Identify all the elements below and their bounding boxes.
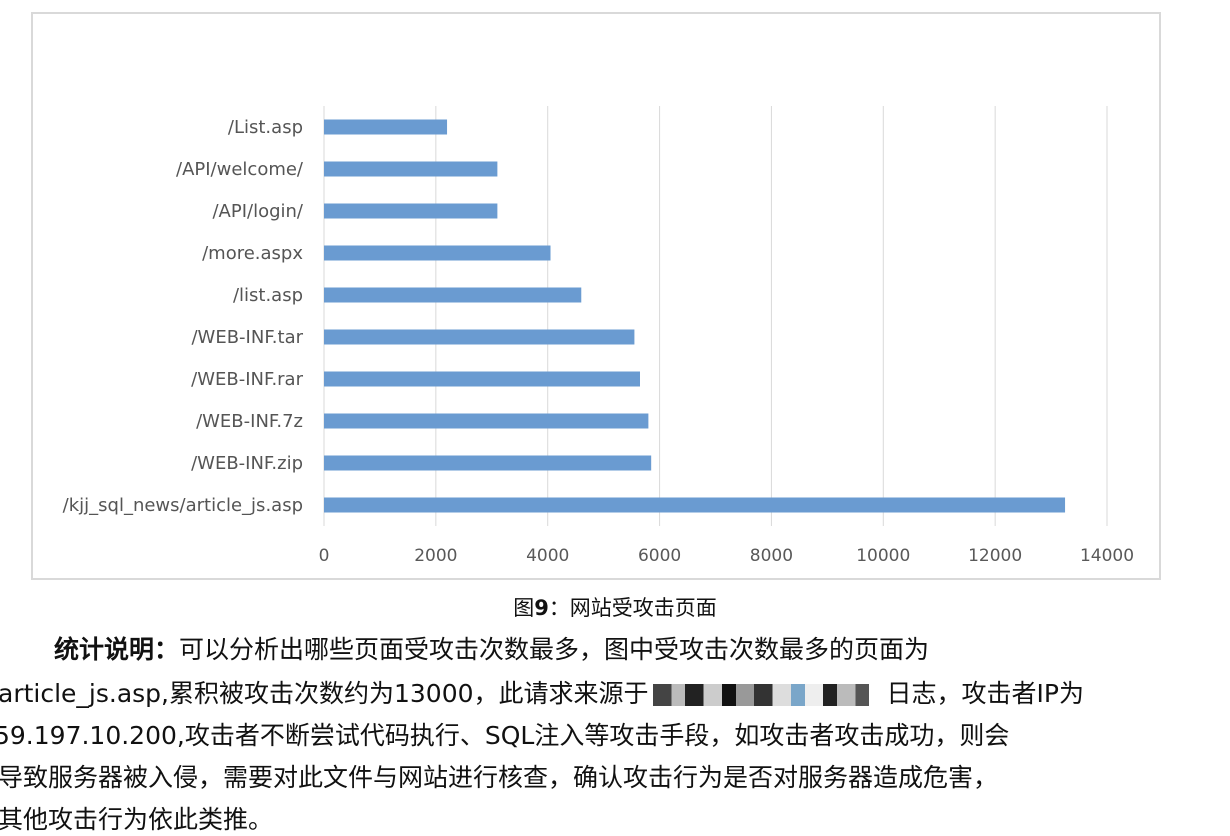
- category-label: /API/login/: [212, 201, 303, 222]
- category-label: /WEB-INF.tar: [191, 327, 303, 348]
- paragraph-line-3: 59.197.10.200,攻击者不断尝试代码执行、SQL注入等攻击手段，如攻击…: [0, 721, 1010, 750]
- x-tick-label: 10000: [856, 546, 910, 566]
- category-label: /more.aspx: [202, 243, 303, 264]
- bar-chart: 0 2000 4000 6000 8000 10000 12000 14000/List.as…: [63, 106, 1134, 566]
- x-tick-label: 6000: [638, 546, 681, 566]
- x-tick-label: 0: [319, 546, 330, 566]
- category-label: /List.asp: [228, 117, 303, 138]
- category-label: /WEB-INF.zip: [191, 453, 303, 474]
- figure-caption: 图9：网站受攻击页面: [0, 592, 1230, 622]
- x-tick-label: 8000: [750, 546, 793, 566]
- chart-frame: 0 2000 4000 6000 8000 10000 12000 14000/List.as…: [31, 12, 1161, 580]
- bar: [324, 287, 582, 303]
- bar: [324, 497, 1066, 513]
- bar: [324, 455, 652, 471]
- bar: [324, 245, 551, 261]
- paragraph-line-2-before: article_js.asp,累积被攻击次数约为13000，此请求来源于: [0, 679, 649, 708]
- category-label: /WEB-INF.rar: [191, 369, 303, 390]
- caption-number: 9: [534, 596, 549, 620]
- bar: [324, 413, 649, 429]
- x-tick-label: 4000: [526, 546, 569, 566]
- redacted-block: [652, 684, 883, 706]
- category-label: /kjj_sql_news/article_js.asp: [63, 495, 303, 516]
- paragraph-lead: 统计说明：: [54, 635, 180, 664]
- caption-prefix: 图: [513, 596, 535, 620]
- x-tick-label: 12000: [968, 546, 1022, 566]
- category-label: /list.asp: [233, 285, 303, 306]
- paragraph-line-5: 其他攻击行为依此类推。: [0, 805, 274, 834]
- paragraph-line-2: article_js.asp,累积被攻击次数约为13000，此请求来源于 日志，攻…: [0, 674, 1084, 710]
- x-tick-label: 2000: [414, 546, 457, 566]
- bar: [324, 371, 640, 387]
- category-label: /API/welcome/: [176, 159, 304, 180]
- paragraph-line-4: 导致服务器被入侵，需要对此文件与网站进行核查，确认攻击行为是否对服务器造成危害，: [0, 763, 999, 792]
- category-label: /WEB-INF.7z: [196, 411, 303, 432]
- bar: [324, 161, 498, 177]
- paragraph-line-1-text: 可以分析出哪些页面受攻击次数最多，图中受攻击次数最多的页面为: [179, 635, 930, 664]
- x-tick-label: 14000: [1080, 546, 1134, 566]
- bar: [324, 119, 448, 135]
- paragraph-line-1: 统计说明：可以分析出哪些页面受攻击次数最多，图中受攻击次数最多的页面为: [54, 630, 929, 666]
- bar: [324, 329, 635, 345]
- paragraph-line-2-after: 日志，攻击者IP为: [886, 679, 1084, 708]
- bar: [324, 203, 498, 219]
- caption-text: ：网站受攻击页面: [548, 596, 717, 620]
